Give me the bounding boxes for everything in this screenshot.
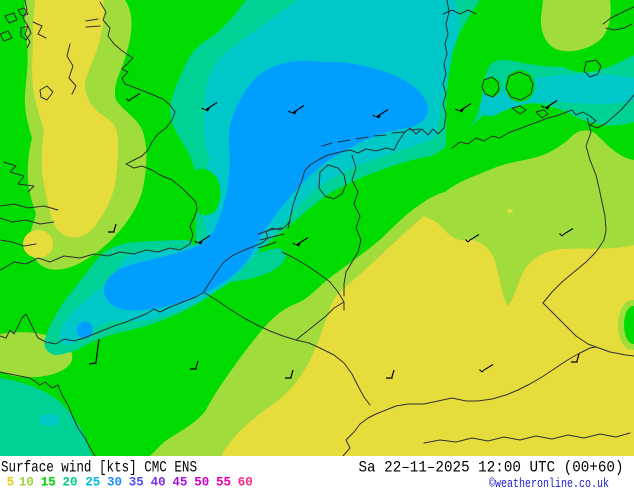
svg-text:50: 50 xyxy=(194,476,209,490)
svg-text:Sa 22–11–2025 12:00 UTC (00+60: Sa 22–11–2025 12:00 UTC (00+60) xyxy=(359,459,624,477)
svg-text:5: 5 xyxy=(7,476,15,490)
svg-text:60: 60 xyxy=(238,476,253,490)
svg-text:55: 55 xyxy=(216,476,231,490)
svg-text:©weatheronline.co.uk: ©weatheronline.co.uk xyxy=(489,476,609,490)
svg-text:15: 15 xyxy=(41,476,56,490)
svg-text:10: 10 xyxy=(19,476,34,490)
svg-text:25: 25 xyxy=(85,476,100,490)
svg-text:40: 40 xyxy=(151,476,166,490)
svg-text:Surface wind [kts] CMC ENS: Surface wind [kts] CMC ENS xyxy=(1,459,197,477)
svg-text:35: 35 xyxy=(129,476,144,490)
svg-text:45: 45 xyxy=(172,476,187,490)
svg-text:30: 30 xyxy=(107,476,122,490)
svg-text:20: 20 xyxy=(63,476,78,490)
